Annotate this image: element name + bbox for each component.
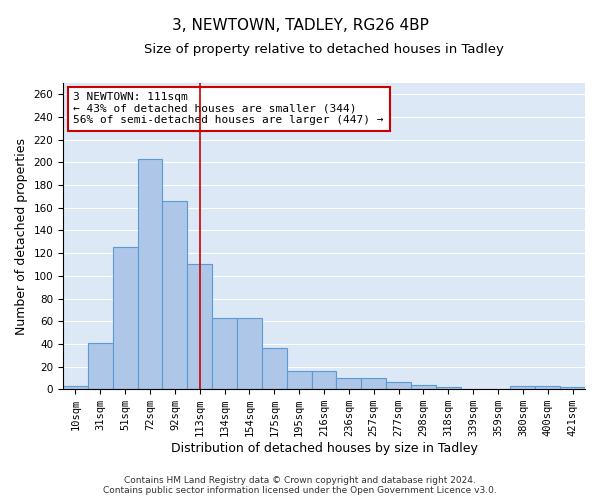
Bar <box>212 318 237 389</box>
Bar <box>137 159 163 389</box>
Bar <box>113 248 137 389</box>
Bar <box>436 387 461 389</box>
Text: Contains HM Land Registry data © Crown copyright and database right 2024.
Contai: Contains HM Land Registry data © Crown c… <box>103 476 497 495</box>
Bar <box>511 386 535 389</box>
Bar <box>361 378 386 389</box>
Bar <box>411 384 436 389</box>
Title: Size of property relative to detached houses in Tadley: Size of property relative to detached ho… <box>144 42 504 56</box>
Bar <box>535 386 560 389</box>
Bar <box>237 318 262 389</box>
Bar <box>560 387 585 389</box>
Bar <box>287 371 311 389</box>
Bar <box>386 382 411 389</box>
Bar <box>262 348 287 389</box>
Bar <box>337 378 361 389</box>
Bar <box>311 371 337 389</box>
Bar <box>63 386 88 389</box>
Bar <box>187 264 212 389</box>
Bar <box>163 201 187 389</box>
Y-axis label: Number of detached properties: Number of detached properties <box>15 138 28 334</box>
Text: 3, NEWTOWN, TADLEY, RG26 4BP: 3, NEWTOWN, TADLEY, RG26 4BP <box>172 18 428 32</box>
Text: 3 NEWTOWN: 111sqm
← 43% of detached houses are smaller (344)
56% of semi-detache: 3 NEWTOWN: 111sqm ← 43% of detached hous… <box>73 92 384 126</box>
Bar <box>88 342 113 389</box>
X-axis label: Distribution of detached houses by size in Tadley: Distribution of detached houses by size … <box>170 442 478 455</box>
